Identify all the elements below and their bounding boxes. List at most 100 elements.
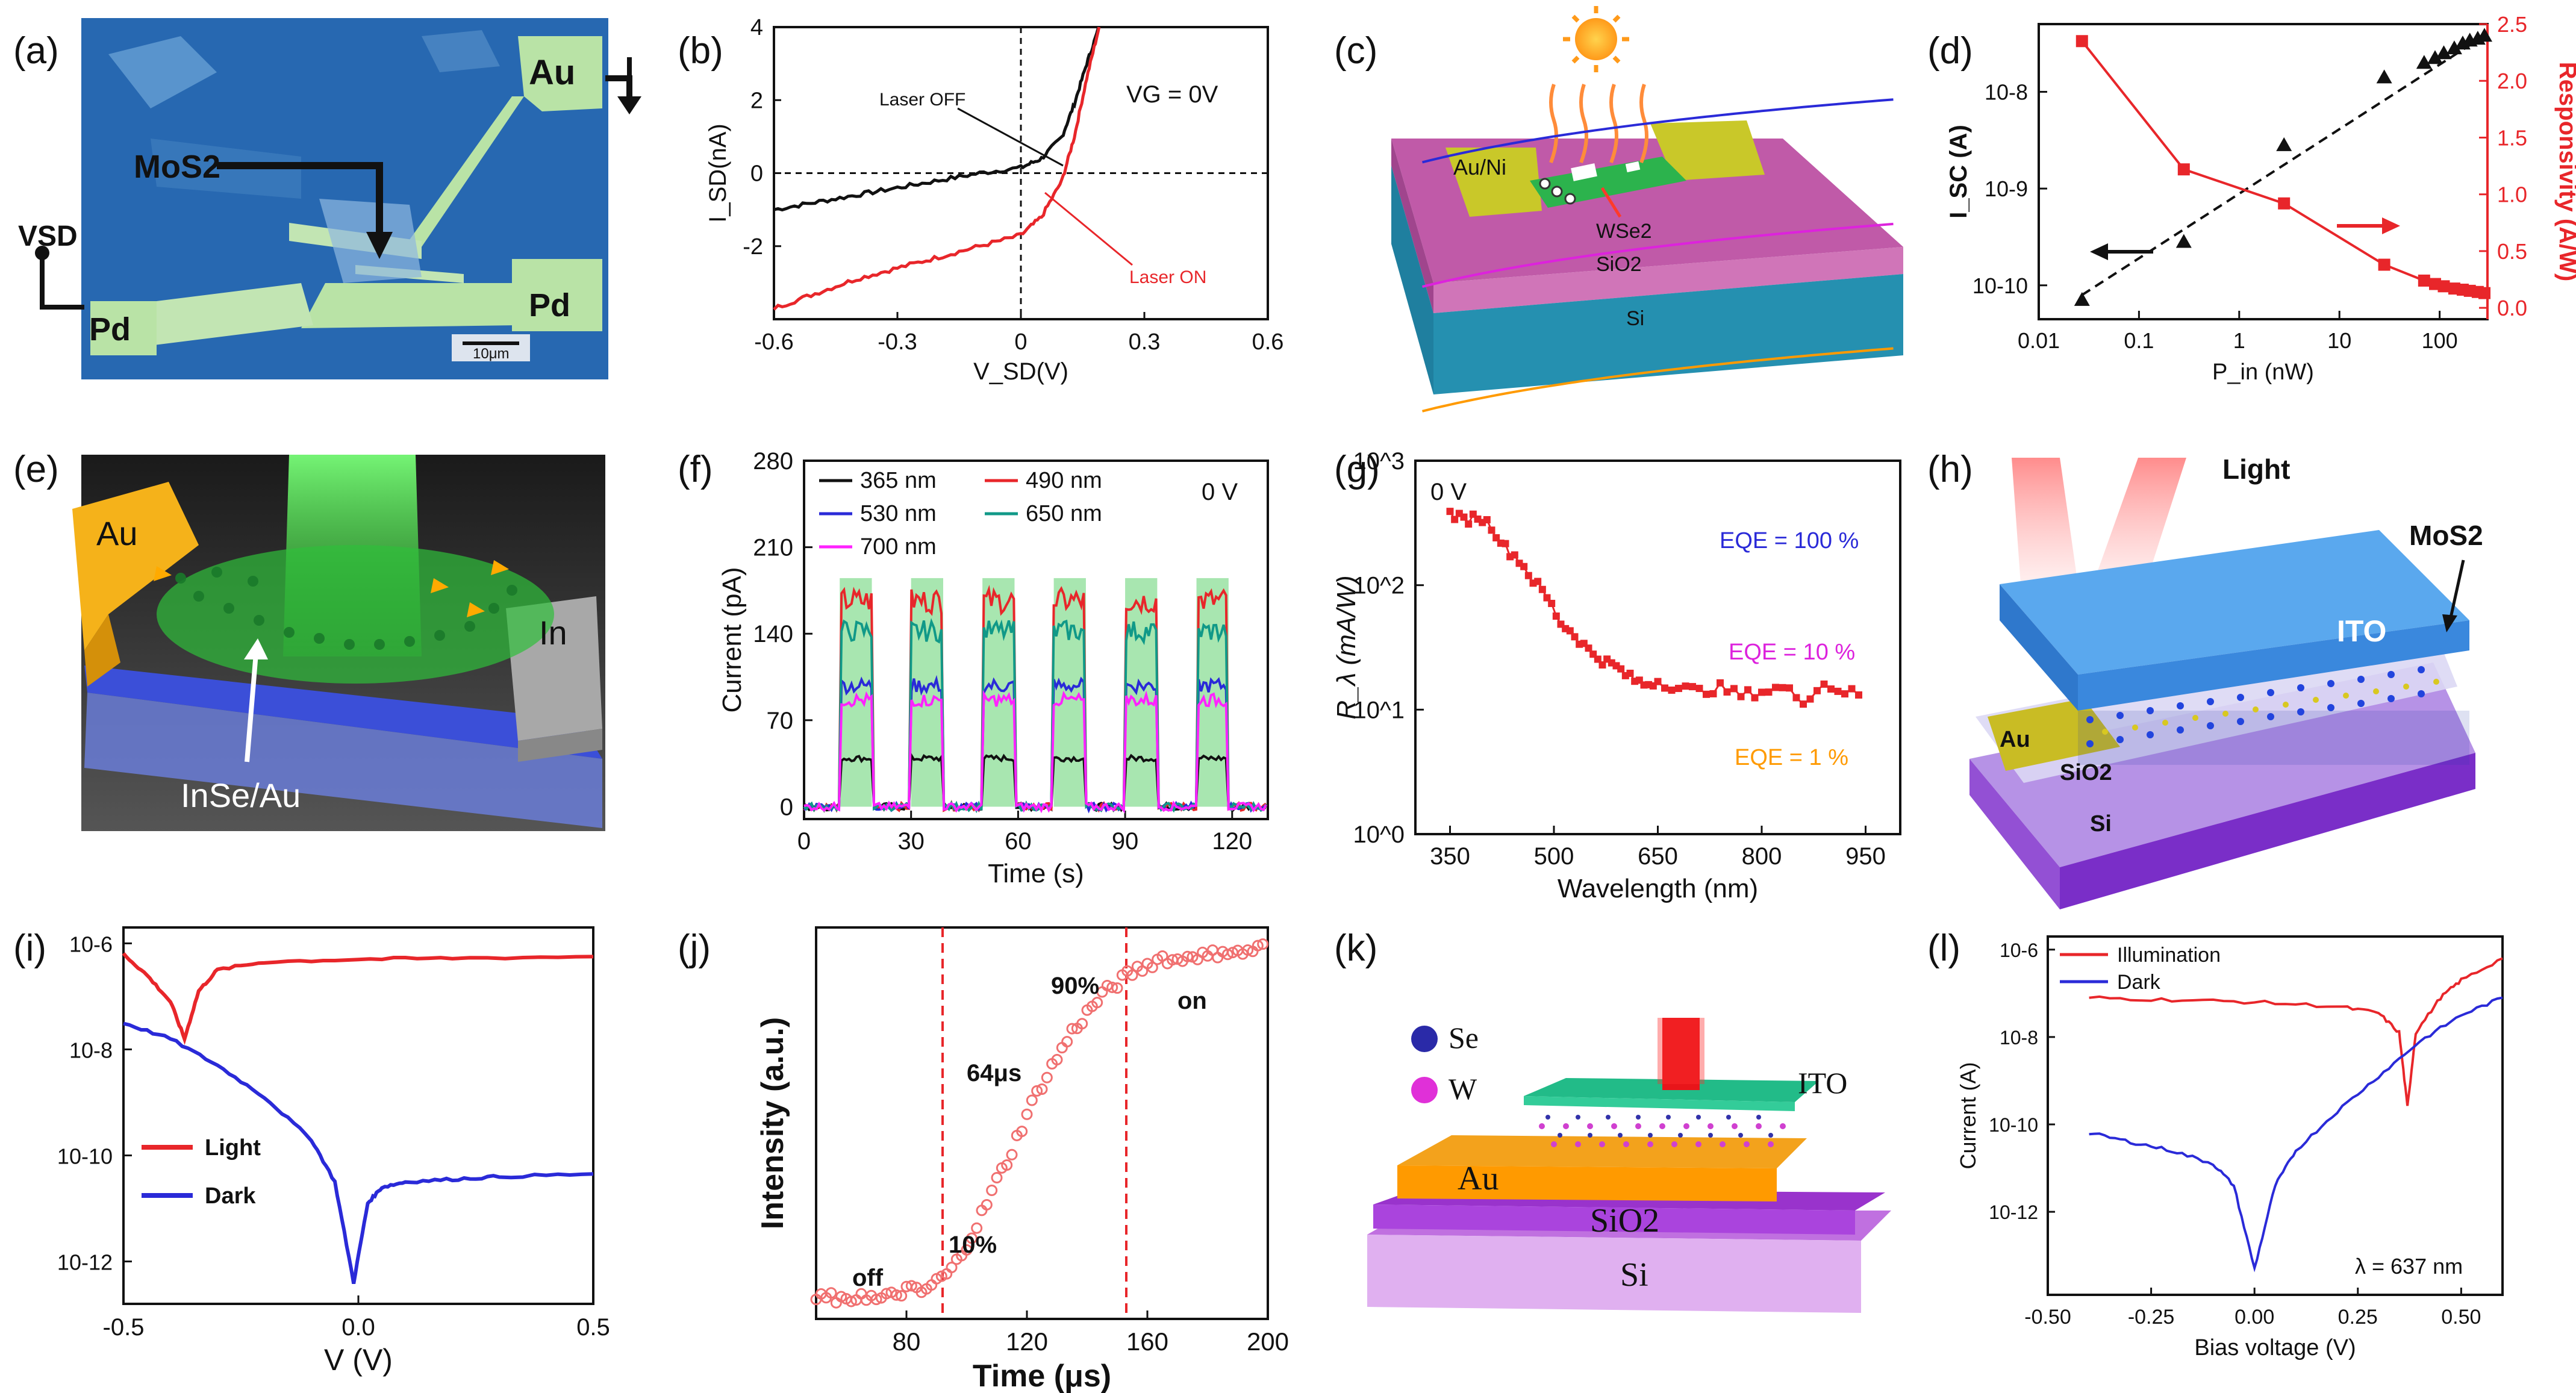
f-ylabel: Current (pA) <box>717 567 747 712</box>
l-annot-wavelength: λ = 637 nm <box>2355 1254 2463 1279</box>
j-data-point <box>971 1222 983 1234</box>
j-data-point <box>1146 961 1158 973</box>
j-data-point <box>825 1287 837 1299</box>
g-eqe-line <box>1422 222 1894 288</box>
g-data-point <box>1737 693 1745 700</box>
j-ylabel: Intensity (a.u.) <box>755 1017 790 1229</box>
b-ytick-label: 4 <box>750 15 763 40</box>
g-data-point <box>1765 688 1773 696</box>
j-annot-10: 10% <box>949 1232 997 1258</box>
d-ytick-right-label: 2.0 <box>2497 69 2527 93</box>
l-ylabel: Current (A) <box>1956 1062 1980 1169</box>
d-isc-point <box>2074 291 2090 306</box>
f-legend-label: 490 nm <box>1026 468 1102 493</box>
g-data-point <box>1520 562 1528 570</box>
d-isc-fit <box>2081 33 2489 296</box>
j-plot-frame <box>815 926 1269 1320</box>
g-data-point <box>1703 690 1710 698</box>
d-ylabel-left: I_SC (A) <box>1945 125 1972 219</box>
b-annot-arrow-off <box>957 107 1064 167</box>
g-ylabel: R_λ (mA/W) <box>1332 575 1361 719</box>
g-ytick-label: 10^2 <box>1353 573 1405 599</box>
l-xtick-label: 0.00 <box>2235 1306 2274 1329</box>
g-data-point <box>1511 551 1518 559</box>
panel-k-si-label: Si <box>1620 1256 1648 1294</box>
f-on-shade <box>840 578 872 807</box>
j-annot-off: off <box>852 1265 884 1291</box>
g-data-point <box>1841 690 1848 698</box>
panel-label-a: (a) <box>13 30 59 72</box>
w-atom-icon <box>1411 1077 1438 1103</box>
g-data-point <box>1534 578 1542 585</box>
g-data-point <box>1571 633 1579 641</box>
i-ytick-label: 10-10 <box>57 1144 113 1169</box>
d-ylabel-right: Responsivity (A/W) <box>2554 62 2576 281</box>
panel-a-pd-right-label: Pd <box>529 287 570 323</box>
g-data-point <box>1594 655 1601 663</box>
b-xtick-label: -0.6 <box>754 329 793 355</box>
g-ytick-label: 10^1 <box>1353 697 1405 723</box>
f-legend-label: 700 nm <box>860 534 937 559</box>
l-xtick-label: 0.25 <box>2338 1306 2378 1329</box>
f-ytick-label: 70 <box>767 708 794 734</box>
f-xlabel: Time (s) <box>988 859 1084 888</box>
panel-a-mos2-label: MoS2 <box>134 149 220 185</box>
panel-label-h: (h) <box>1927 449 1973 490</box>
d-isc-point <box>2416 55 2432 69</box>
b-ytick-label: 2 <box>750 88 763 113</box>
panel-k-ito-label: ITO <box>1798 1066 1847 1100</box>
g-data-point <box>1668 686 1676 694</box>
panel-e-schematic: Au In InSe/Au <box>72 455 605 831</box>
b-ylabel: I_SD(nA) <box>705 123 731 223</box>
d-resp-point <box>2478 287 2491 299</box>
l-legend-dark: Dark <box>2117 971 2161 994</box>
g-data-point <box>1585 644 1592 652</box>
i-series-light <box>122 952 594 1046</box>
i-xtick-label: -0.5 <box>103 1314 145 1341</box>
j-data-point <box>870 1294 882 1306</box>
panel-f-chart: 0 30 60 90 120 0 70 140 210 280 Time (s) Current (p… <box>717 448 1269 888</box>
b-xtick-label: 0.6 <box>1252 329 1284 355</box>
g-data-point <box>1820 680 1828 688</box>
g-xtick-label: 350 <box>1430 843 1470 870</box>
l-ytick-label: 10-6 <box>2000 940 2038 961</box>
panel-label-l: (l) <box>1927 927 1960 969</box>
f-on-shade <box>1125 578 1158 807</box>
g-data-point <box>1675 685 1682 693</box>
g-data-point <box>1800 700 1807 708</box>
g-data-point <box>1446 508 1454 516</box>
d-arrow-right-head <box>2382 217 2400 234</box>
d-isc-point <box>2276 137 2292 151</box>
d-xtick-label: 0.1 <box>2124 328 2154 353</box>
j-data-point <box>1101 979 1113 991</box>
g-data-point <box>1834 687 1842 695</box>
f-legend-label: 530 nm <box>860 501 937 526</box>
g-data-point <box>1779 684 1786 691</box>
f-ytick-label: 140 <box>753 621 793 647</box>
f-xtick-label: 60 <box>1005 828 1032 855</box>
i-series-dark <box>123 1021 594 1285</box>
g-data-point <box>1827 685 1835 693</box>
f-ytick-label: 210 <box>753 535 793 561</box>
j-data-point <box>1076 1018 1088 1030</box>
f-on-shade <box>982 578 1015 807</box>
j-data-point <box>1182 950 1194 962</box>
i-xtick-label: 0.0 <box>341 1314 375 1341</box>
g-data-point <box>1723 688 1731 696</box>
g-data-point <box>1806 695 1814 703</box>
g-eqe-10-label: EQE = 10 % <box>1729 640 1855 665</box>
b-xtick-label: -0.3 <box>878 329 917 355</box>
l-series-illumination <box>2089 957 2503 1106</box>
g-data-point <box>1709 690 1717 697</box>
j-xtick-label: 160 <box>1126 1327 1168 1356</box>
l-ytick-label: 10-10 <box>1989 1114 2038 1136</box>
d-xtick-label: 10 <box>2327 328 2351 353</box>
j-data-point <box>1091 997 1103 1009</box>
panel-e-inse-label: InSe/Au <box>181 776 301 814</box>
g-data-point <box>1626 670 1634 678</box>
l-xtick-label: 0.50 <box>2441 1306 2481 1329</box>
panel-a-micrograph: Au MoS2 VSD Pd Pd 10μm <box>18 18 641 379</box>
j-data-point <box>1036 1083 1048 1095</box>
panel-b-chart: -0.6 -0.3 0 0.3 0.6 -2 0 2 4 V_SD(V) I_SD(nA) Laser… <box>705 15 1283 385</box>
